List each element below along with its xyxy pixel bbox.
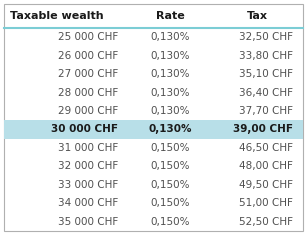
- Text: 0,150%: 0,150%: [150, 161, 190, 171]
- Text: 46,50 CHF: 46,50 CHF: [239, 143, 293, 153]
- Text: 33 000 CHF: 33 000 CHF: [58, 180, 118, 190]
- Text: 0,130%: 0,130%: [148, 125, 192, 134]
- Text: 37,70 CHF: 37,70 CHF: [239, 106, 293, 116]
- Text: 35,10 CHF: 35,10 CHF: [239, 69, 293, 79]
- Text: Taxable wealth: Taxable wealth: [10, 11, 104, 21]
- Text: 0,130%: 0,130%: [150, 88, 190, 98]
- Text: 0,150%: 0,150%: [150, 198, 190, 208]
- Bar: [4, 120, 303, 139]
- Text: 25 000 CHF: 25 000 CHF: [58, 32, 118, 42]
- Text: Rate: Rate: [156, 11, 184, 21]
- Text: 28 000 CHF: 28 000 CHF: [58, 88, 118, 98]
- Text: 35 000 CHF: 35 000 CHF: [58, 217, 118, 227]
- Text: 0,130%: 0,130%: [150, 69, 190, 79]
- Text: 26 000 CHF: 26 000 CHF: [58, 51, 118, 61]
- Text: 33,80 CHF: 33,80 CHF: [239, 51, 293, 61]
- Text: 0,150%: 0,150%: [150, 143, 190, 153]
- Text: 0,130%: 0,130%: [150, 106, 190, 116]
- Text: 0,130%: 0,130%: [150, 51, 190, 61]
- Text: 0,150%: 0,150%: [150, 217, 190, 227]
- Text: 30 000 CHF: 30 000 CHF: [51, 125, 118, 134]
- Text: 36,40 CHF: 36,40 CHF: [239, 88, 293, 98]
- Text: Tax: Tax: [247, 11, 268, 21]
- Text: 31 000 CHF: 31 000 CHF: [58, 143, 118, 153]
- Text: 0,150%: 0,150%: [150, 180, 190, 190]
- Text: 52,50 CHF: 52,50 CHF: [239, 217, 293, 227]
- Text: 32 000 CHF: 32 000 CHF: [58, 161, 118, 171]
- Text: 34 000 CHF: 34 000 CHF: [58, 198, 118, 208]
- Text: 39,00 CHF: 39,00 CHF: [233, 125, 293, 134]
- Text: 27 000 CHF: 27 000 CHF: [58, 69, 118, 79]
- Text: 0,130%: 0,130%: [150, 32, 190, 42]
- Text: 48,00 CHF: 48,00 CHF: [239, 161, 293, 171]
- Text: 51,00 CHF: 51,00 CHF: [239, 198, 293, 208]
- Text: 29 000 CHF: 29 000 CHF: [58, 106, 118, 116]
- Text: 49,50 CHF: 49,50 CHF: [239, 180, 293, 190]
- Text: 32,50 CHF: 32,50 CHF: [239, 32, 293, 42]
